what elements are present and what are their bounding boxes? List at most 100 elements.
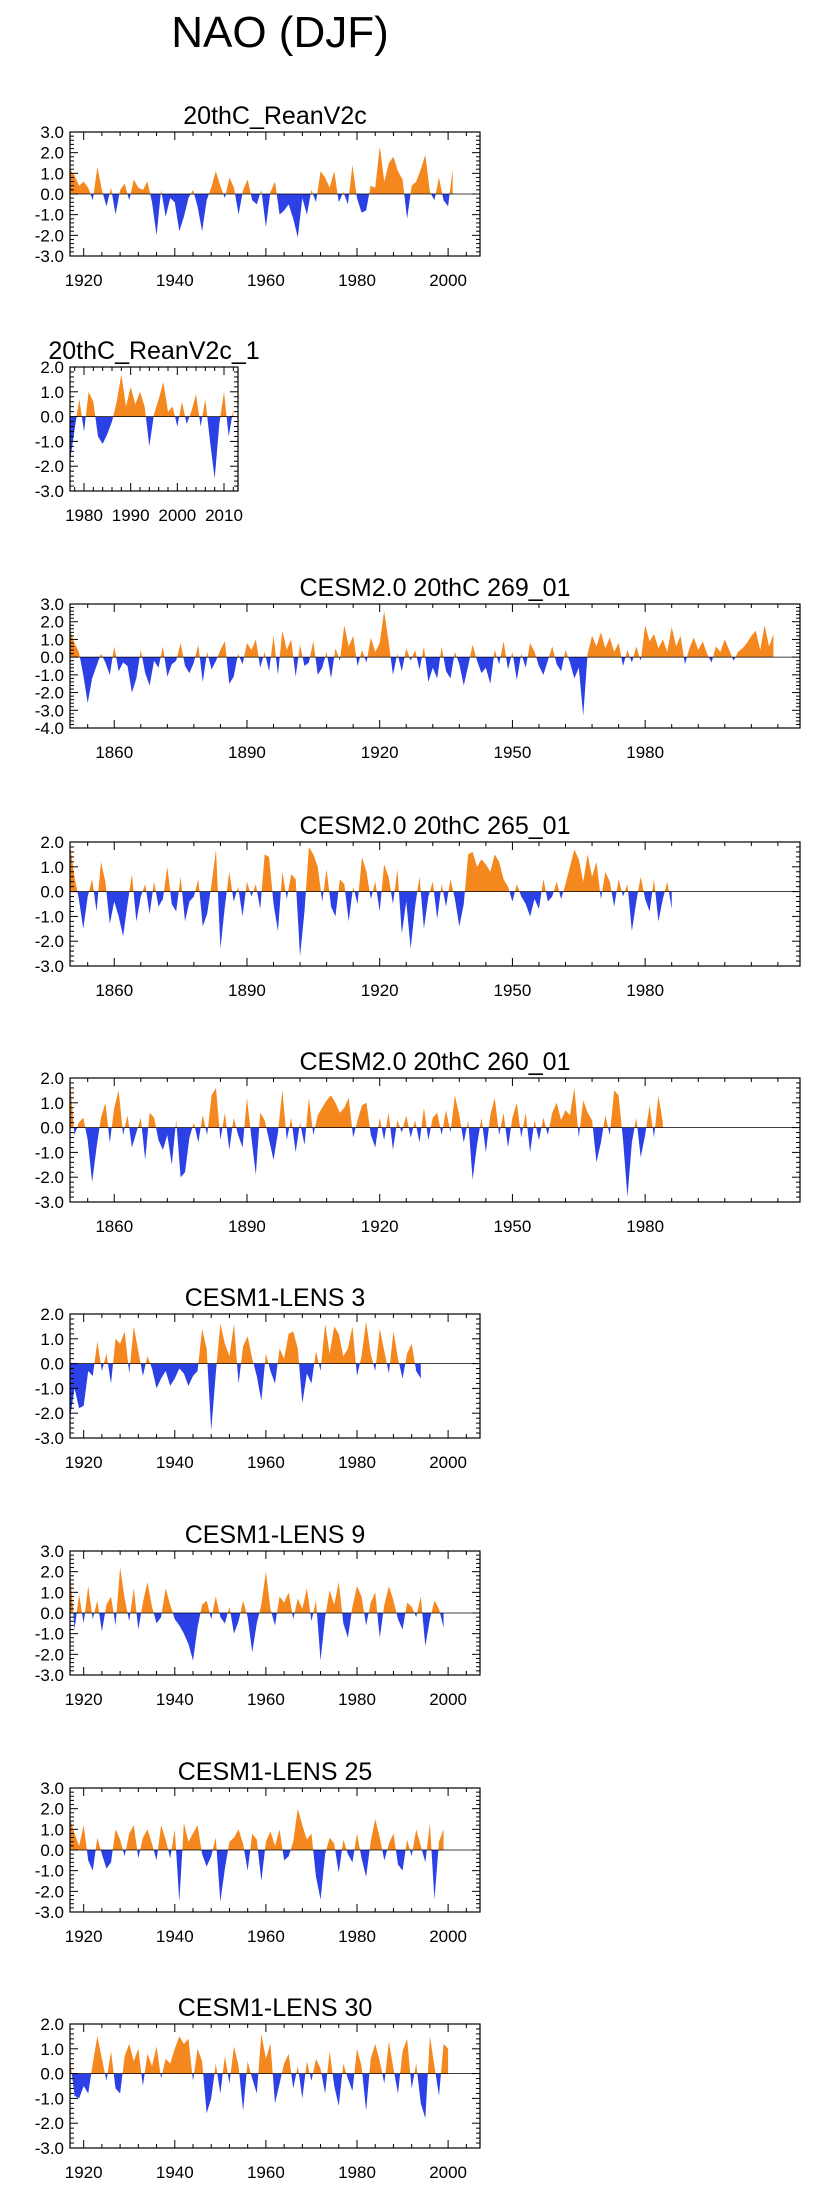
x-tick-label: 1960 (247, 1927, 285, 1946)
positive-area (70, 1567, 441, 1613)
x-tick-label: 1920 (65, 1453, 103, 1472)
x-tick-label: 2000 (429, 1927, 467, 1946)
y-tick-label: 2.0 (40, 144, 64, 163)
y-tick-label: -1.0 (35, 907, 64, 926)
y-tick-label: 1.0 (40, 1330, 64, 1349)
x-tick-label: 1980 (626, 1217, 664, 1236)
chart-panel-3: -4.0-3.0-2.0-1.00.01.02.03.0 1860 1890 1920… (35, 574, 801, 762)
negative-area (73, 1613, 444, 1661)
y-tick-label: 0.0 (40, 1841, 64, 1860)
x-tick-label: 2000 (429, 2163, 467, 2182)
y-tick-label: 0.0 (40, 1119, 64, 1138)
x-tick-label: 2000 (429, 1690, 467, 1709)
x-tick-label: 1980 (626, 743, 664, 762)
positive-area (94, 1321, 415, 1364)
x-tick-label: 1960 (247, 1690, 285, 1709)
positive-area (70, 611, 774, 658)
y-tick-label: -3.0 (35, 482, 64, 501)
y-tick-label: -2.0 (35, 1404, 64, 1423)
y-tick-label: 0.0 (40, 883, 64, 902)
y-tick-label: -3.0 (35, 1193, 64, 1212)
positive-area (70, 1808, 444, 1850)
x-tick-label: 1940 (156, 271, 194, 290)
x-tick-label: 1860 (95, 1217, 133, 1236)
negative-area (70, 416, 233, 479)
x-tick-label: 1960 (247, 1453, 285, 1472)
y-tick-label: -1.0 (35, 2089, 64, 2108)
y-tick-label: 1.0 (40, 1094, 64, 1113)
y-tick-label: -1.0 (35, 1862, 64, 1881)
panel-title: CESM2.0 20thC 269_01 (299, 574, 570, 602)
panel-title: CESM1-LENS 3 (185, 1284, 366, 1312)
y-tick-label: -3.0 (35, 247, 64, 266)
y-tick-label: -2.0 (35, 932, 64, 951)
x-tick-label: 1920 (361, 1217, 399, 1236)
y-tick-label: 0.0 (40, 2065, 64, 2084)
x-tick-label: 2010 (205, 506, 243, 525)
x-tick-label: 1960 (247, 271, 285, 290)
panel-title: CESM1-LENS 30 (178, 1994, 373, 2022)
x-tick-label: 1860 (95, 743, 133, 762)
positive-area (70, 844, 669, 892)
x-tick-label: 1990 (112, 506, 150, 525)
negative-area (90, 194, 450, 238)
panel-title: 20thC_ReanV2c_1 (48, 337, 259, 365)
x-tick-label: 1940 (156, 2163, 194, 2182)
x-tick-label: 2000 (429, 271, 467, 290)
y-tick-label: -3.0 (35, 1903, 64, 1922)
x-tick-label: 1980 (338, 1927, 376, 1946)
panel-title: CESM1-LENS 25 (178, 1758, 373, 1786)
chart-panel-7: -3.0 -2.0-1.0 0.0 1.02.0 3.0 1920 1940 1960 1980… (35, 1521, 481, 1709)
y-tick-label: -1.0 (35, 1143, 64, 1162)
y-tick-label: 2.0 (40, 2015, 64, 2034)
y-tick-label: -2.0 (35, 2114, 64, 2133)
positive-area (70, 1080, 663, 1128)
y-tick-label: -1.0 (35, 666, 64, 685)
x-tick-label: 2000 (429, 1453, 467, 1472)
y-tick-label: 2.0 (40, 613, 64, 632)
positive-area (76, 374, 234, 417)
y-tick-label: 0.0 (40, 408, 64, 427)
y-tick-label: 2.0 (40, 1563, 64, 1582)
y-tick-label: 0.0 (40, 648, 64, 667)
y-tick-label: -2.0 (35, 1882, 64, 1901)
y-tick-label: 0.0 (40, 1355, 64, 1374)
y-tick-label: 1.0 (40, 858, 64, 877)
x-tick-label: 1890 (228, 1217, 266, 1236)
x-tick-label: 1860 (95, 981, 133, 1000)
y-tick-label: -1.0 (35, 432, 64, 451)
chart-panel-5: -3.0 -2.0 -1.0 0.0 1.0 2.0 1860 1890 1920 1950 198… (35, 1048, 801, 1236)
x-tick-label: 1950 (494, 743, 532, 762)
y-tick-label: -2.0 (35, 684, 64, 703)
panel-title: CESM2.0 20thC 260_01 (299, 1048, 570, 1076)
y-tick-label: 1.0 (40, 2040, 64, 2059)
y-tick-label: -2.0 (35, 1645, 64, 1664)
panel-title: 20thC_ReanV2c (183, 102, 366, 130)
chart-panel-9: -3.0 -2.0 -1.0 0.0 1.0 2.0 1920 1940 1960 1980 200… (35, 1994, 481, 2182)
y-tick-label: 3.0 (40, 1542, 64, 1561)
chart-panel-4: -3.0 -2.0 -1.0 0.0 1.0 2.0 1860 1890 1920 1950 198… (35, 812, 801, 1000)
y-tick-label: 2.0 (40, 1069, 64, 1088)
x-tick-label: 1950 (494, 1217, 532, 1236)
panel-title: CESM1-LENS 9 (185, 1521, 366, 1549)
chart-panel-1: -3.0 -2.0-1.0 0.0 1.02.0 3.0 1920 1940 1960 1980… (35, 102, 481, 290)
x-tick-label: 1980 (338, 271, 376, 290)
chart-panel-6: -3.0 -2.0 -1.0 0.0 1.0 2.0 1920 1940 1960 1980 200… (35, 1284, 481, 1472)
x-tick-label: 1980 (338, 1690, 376, 1709)
y-tick-label: 2.0 (40, 1305, 64, 1324)
negative-area (79, 657, 736, 716)
x-tick-label: 1920 (65, 2163, 103, 2182)
y-tick-label: 1.0 (40, 1583, 64, 1602)
y-tick-label: -2.0 (35, 457, 64, 476)
x-tick-label: 1920 (65, 1690, 103, 1709)
x-tick-label: 1920 (65, 1927, 103, 1946)
y-tick-label: -2.0 (35, 1168, 64, 1187)
y-tick-label: -4.0 (35, 719, 64, 738)
x-tick-label: 1890 (228, 981, 266, 1000)
plot-frame (69, 603, 801, 729)
negative-area (86, 1850, 439, 1902)
x-tick-label: 1950 (494, 981, 532, 1000)
y-tick-label: -1.0 (35, 206, 64, 225)
y-tick-label: 1.0 (40, 164, 64, 183)
